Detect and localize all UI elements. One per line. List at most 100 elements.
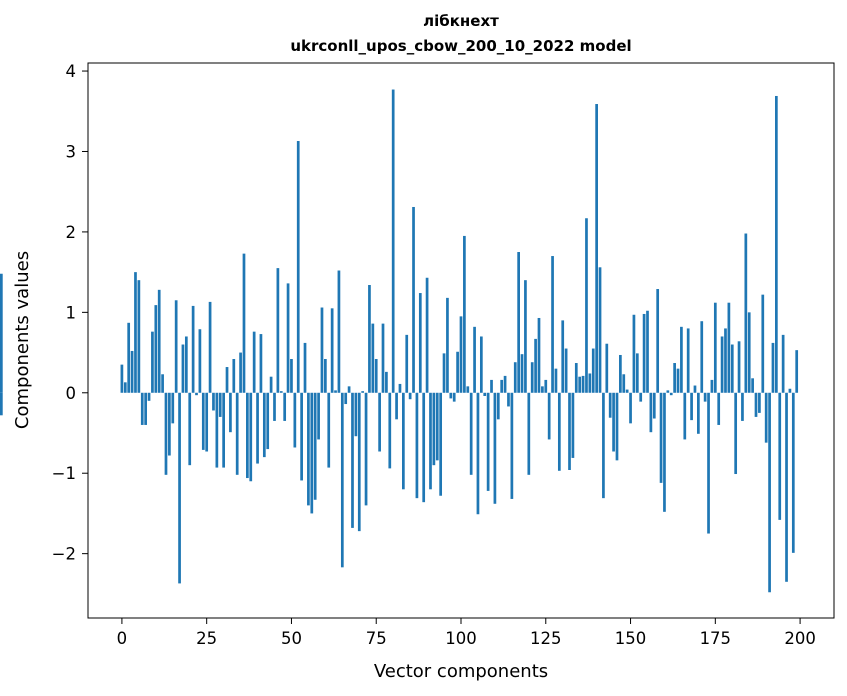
bar-57 [313,392,317,500]
bar-29 [218,392,222,417]
x-tick-label: 50 [281,629,302,648]
bar-30 [222,392,225,468]
bar-48 [283,392,287,421]
bar-174 [710,379,714,393]
bar-186 [751,378,754,393]
x-axis-label: Vector components [374,661,548,682]
bar-146 [615,392,619,461]
bar-53 [300,392,303,481]
bar-131 [564,348,568,393]
bar-101 [463,235,466,393]
bar-80 [391,89,395,393]
x-tick-label: 150 [615,629,647,648]
bar-7 [144,392,147,425]
bar-132 [568,392,571,470]
y-tick-label: 0 [66,384,77,403]
bar-14 [168,392,171,456]
bar-46 [276,268,280,393]
bar-11 [157,289,161,393]
bar-153 [639,392,643,402]
bar-99 [456,351,459,393]
bar-124 [541,386,544,393]
bar-134 [574,363,578,393]
bar-32 [229,392,232,433]
bar-75 [374,359,378,393]
bar-undefined [0,392,3,416]
bar-104 [473,326,476,393]
bar-39 [252,331,256,393]
bar-23 [198,329,202,393]
bar-82 [398,383,402,393]
bar-96 [446,297,449,393]
bar-122 [534,338,537,393]
bar-126 [547,392,551,440]
bar-191 [768,392,771,593]
bar-21 [191,305,195,393]
bar-88 [418,293,422,393]
bar-28 [215,392,219,468]
bar-129 [557,392,561,471]
bar-27 [212,392,215,411]
bar-92 [432,392,436,466]
bar-16 [174,300,178,393]
bar-84 [405,334,409,393]
bar-94 [439,392,443,496]
bar-114 [507,392,510,407]
y-tick-label: 1 [66,303,77,322]
bar-26 [208,301,212,393]
y-tick-label: 4 [66,62,77,81]
bar-37 [246,392,249,479]
bar-155 [646,310,649,393]
bar-18 [181,344,185,393]
bar-142 [602,392,605,499]
bar-118 [520,354,524,393]
bar-180 [730,344,734,393]
bar-71 [361,391,365,393]
bar-60 [324,359,327,393]
bar-172 [703,392,707,402]
bar-144 [608,392,612,418]
x-tick-label: 0 [117,629,128,648]
bar-121 [530,362,534,393]
bar-86 [412,206,415,393]
bar-24 [201,392,205,450]
bar-17 [178,392,181,584]
bar-135 [578,376,582,393]
bar-70 [357,392,361,532]
bar-69 [354,392,358,437]
bar-34 [235,392,239,475]
x-tick-label: 200 [784,629,816,648]
bar-140 [595,104,598,393]
x-tick-label: 175 [700,629,732,648]
bar-109 [490,379,493,393]
x-tick-label: 75 [366,629,387,648]
bar-5 [137,280,141,393]
bar-120 [527,392,531,475]
bar-116 [513,362,517,393]
bar-85 [408,392,412,400]
bar-98 [452,392,456,402]
bar-196 [785,392,788,582]
bar-157 [652,392,656,419]
bar-77 [381,323,385,393]
bar-3 [130,350,134,393]
y-tick-label: −1 [52,464,76,483]
bar-undefined [0,273,3,393]
bar-125 [544,379,548,393]
bar-113 [503,375,507,393]
chart-title-line2: ukrconll_upos_cbow_200_10_2022 model [290,37,631,55]
bar-2 [127,322,131,393]
bar-83 [402,392,405,490]
bar-170 [697,392,700,434]
bar-78 [385,371,388,393]
bar-136 [581,375,585,393]
y-tick-label: 3 [66,142,77,161]
bar-105 [476,392,480,515]
bar-151 [632,314,636,393]
bar-91 [429,392,432,490]
bar-40 [256,392,259,464]
bar-192 [771,342,775,393]
bar-168 [690,392,693,421]
bar-187 [754,392,758,417]
bar-51 [293,392,297,448]
